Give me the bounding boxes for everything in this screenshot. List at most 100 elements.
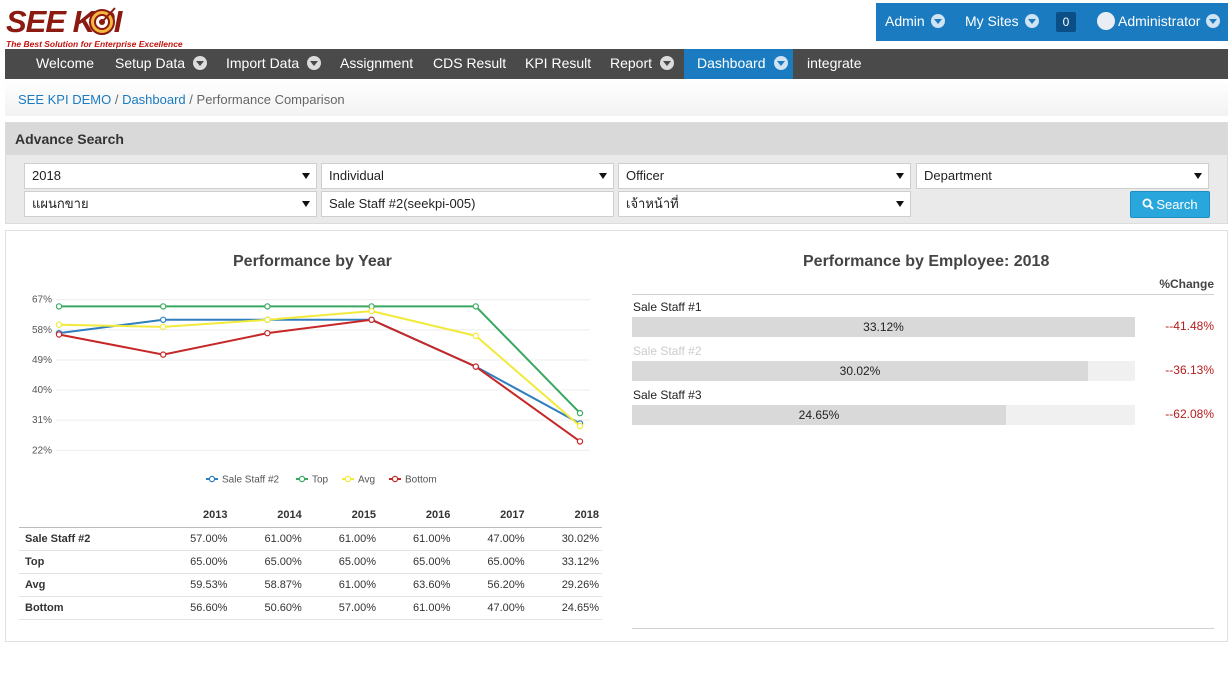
series-line xyxy=(58,318,581,443)
table-cell: 58.87% xyxy=(230,573,305,597)
nav-label: CDS Result xyxy=(433,55,507,71)
data-point xyxy=(159,351,167,358)
table-cell: 61.00% xyxy=(379,527,454,551)
y-tick-label: 49% xyxy=(32,355,52,366)
data-point xyxy=(264,303,271,310)
table-cell: 57.00% xyxy=(156,527,231,551)
nav-report[interactable]: Report xyxy=(610,49,675,79)
select-value: 2018 xyxy=(32,168,61,183)
table-cell: 65.00% xyxy=(379,550,454,574)
table-cell: 65.00% xyxy=(156,550,231,574)
nav-assignment[interactable]: Assignment xyxy=(340,49,413,79)
chevron-down-icon xyxy=(193,56,208,71)
table-cell: 47.00% xyxy=(453,527,528,551)
table-header-cell: 2018 xyxy=(527,504,602,528)
appraisal-type-select[interactable]: Individual xyxy=(321,163,614,189)
table-cell: Sale Staff #2 xyxy=(19,527,157,551)
legend-marker xyxy=(391,475,399,483)
nav-integrate[interactable]: integrate xyxy=(807,49,861,79)
employee-chart-title: Performance by Employee: 2018 xyxy=(803,253,1050,270)
nav-label: Setup Data xyxy=(115,55,186,71)
org-level-select[interactable]: Department xyxy=(916,163,1209,189)
notification-button[interactable]: 0 xyxy=(1056,3,1076,41)
logo[interactable]: SEE KPI The Best Solution for Enterprise… xyxy=(6,4,201,49)
nav-dashboard[interactable]: Dashboard xyxy=(684,49,793,79)
breadcrumb: SEE KPI DEMO / Dashboard / Performance C… xyxy=(18,92,345,107)
chevron-down-icon xyxy=(773,56,788,71)
breadcrumb-root-link[interactable]: SEE KPI DEMO xyxy=(18,92,112,107)
dropdown-arrow-icon xyxy=(302,201,310,207)
employee-chart-header: %Change xyxy=(632,277,1214,295)
nav-cds-result[interactable]: CDS Result xyxy=(433,49,506,79)
employee-bar: 30.02% xyxy=(632,361,1135,381)
admin-menu[interactable]: Admin xyxy=(885,3,945,41)
my-sites-menu[interactable]: My Sites xyxy=(965,3,1039,41)
search-panel-title: Advance Search xyxy=(15,131,124,147)
chevron-down-icon xyxy=(660,56,675,71)
bar-fill xyxy=(632,405,1006,425)
input-value: Sale Staff #2(seekpi-005) xyxy=(329,196,476,211)
table-header-cell xyxy=(19,504,157,528)
search-button[interactable]: Search xyxy=(1130,191,1210,218)
table-cell: 56.60% xyxy=(156,596,231,620)
chevron-down-icon xyxy=(1206,14,1221,29)
select-value: Department xyxy=(924,168,992,183)
user-name: Administrator xyxy=(1118,13,1201,29)
table-cell: 56.20% xyxy=(453,573,528,597)
bar-value-label: 30.02% xyxy=(839,364,881,378)
table-cell: 65.00% xyxy=(453,550,528,574)
table-row: Avg 59.53% 58.87% 61.00% 63.60% 56.20% 29.26% xyxy=(19,573,602,597)
nav-setup-data[interactable]: Setup Data xyxy=(115,49,208,79)
performance-table: 2013 2014 2015 2016 2017 2018 Sale Staff… xyxy=(19,504,602,620)
select-value: แผนกขาย xyxy=(32,196,89,211)
select-value: Officer xyxy=(626,168,665,183)
avatar xyxy=(1097,12,1115,31)
employee-name: Sale Staff #1 xyxy=(633,300,702,314)
breadcrumb-separator: / xyxy=(189,92,197,107)
nav-label: Report xyxy=(610,55,653,71)
employee-input[interactable]: Sale Staff #2(seekpi-005) xyxy=(321,191,614,217)
nav-kpi-result[interactable]: KPI Result xyxy=(525,49,591,79)
search-panel-header: Advance Search xyxy=(6,123,1227,155)
target-icon xyxy=(89,7,116,35)
organization-select[interactable]: แผนกขาย xyxy=(24,191,317,217)
table-cell: 57.00% xyxy=(304,596,380,620)
legend-marker xyxy=(344,475,352,483)
percent-change: --41.48% xyxy=(1165,319,1214,333)
data-point xyxy=(472,363,479,370)
bar-value-label: 24.65% xyxy=(798,408,840,422)
nav-welcome[interactable]: Welcome xyxy=(36,49,94,79)
nav-label: Welcome xyxy=(36,55,95,71)
data-point xyxy=(576,422,584,430)
table-cell: 65.00% xyxy=(230,550,305,574)
breadcrumb-dashboard-link[interactable]: Dashboard xyxy=(122,92,186,107)
year-select[interactable]: 2018 xyxy=(24,163,317,189)
dropdown-arrow-icon xyxy=(1194,173,1202,179)
data-point xyxy=(368,307,375,315)
table-header-cell: 2016 xyxy=(379,504,454,528)
nav-label: Dashboard xyxy=(697,55,766,71)
position-select[interactable]: Officer xyxy=(618,163,911,189)
nav-import-data[interactable]: Import Data xyxy=(226,49,322,79)
user-menu[interactable]: Administrator xyxy=(1097,3,1221,41)
y-tick-label: 58% xyxy=(32,325,52,336)
data-point xyxy=(576,438,584,445)
user-nav: Admin My Sites 0 Administrator xyxy=(876,3,1228,41)
table-cell: 47.00% xyxy=(453,596,528,620)
breadcrumb-bar: SEE KPI DEMO / Dashboard / Performance C… xyxy=(5,80,1228,116)
table-header-cell: 2015 xyxy=(304,504,380,528)
bar-fill xyxy=(632,317,1135,337)
percent-change: --36.13% xyxy=(1165,363,1214,377)
table-row: Sale Staff #2 57.00% 61.00% 61.00% 61.00% 47.… xyxy=(19,527,602,551)
role-select[interactable]: เจ้าหน้าที่ xyxy=(618,191,911,217)
series-line xyxy=(58,318,581,425)
data-point xyxy=(55,321,63,328)
table-cell: 29.26% xyxy=(527,573,602,597)
table-row: Top 65.00% 65.00% 65.00% 65.00% 65.00% 33.12% xyxy=(19,550,602,574)
percent-change: --62.08% xyxy=(1165,407,1214,421)
notification-badge: 0 xyxy=(1056,12,1076,32)
table-cell: 61.00% xyxy=(304,573,380,597)
table-cell: 61.00% xyxy=(304,527,380,551)
table-cell: 24.65% xyxy=(527,596,602,620)
nav-label: KPI Result xyxy=(525,55,592,71)
